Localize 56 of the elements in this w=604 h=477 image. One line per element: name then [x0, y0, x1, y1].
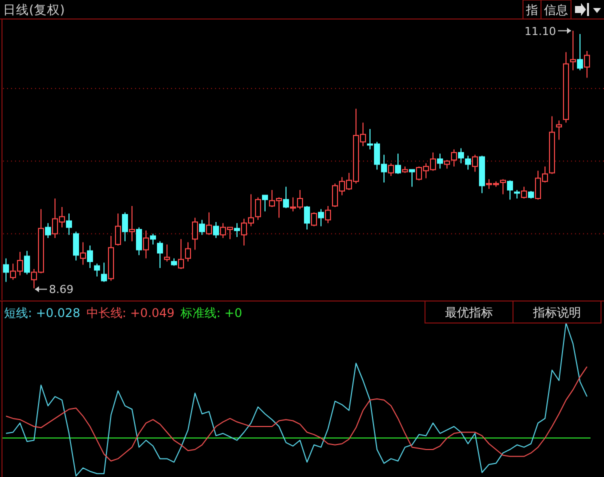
candlestick	[143, 230, 149, 259]
candlestick	[66, 212, 72, 236]
candlestick	[213, 222, 219, 239]
candlestick	[199, 219, 205, 236]
candlestick	[87, 245, 93, 268]
annotation: 11.10	[524, 24, 556, 38]
candlestick	[458, 148, 464, 164]
candlestick	[311, 212, 317, 227]
text: 指	[525, 3, 538, 17]
candlestick	[122, 212, 128, 242]
candlestick	[283, 186, 289, 209]
candlestick	[255, 196, 261, 220]
candlestick	[507, 180, 513, 200]
candlestick	[178, 238, 184, 270]
candlestick	[304, 205, 310, 230]
candlestick	[101, 262, 107, 282]
candlestick	[577, 33, 583, 71]
candlestick	[164, 244, 170, 262]
candlestick	[94, 263, 100, 277]
candlestick	[325, 205, 331, 224]
candlestick	[472, 154, 478, 172]
candlestick	[451, 148, 457, 167]
candlestick	[500, 178, 506, 195]
candlestick	[129, 205, 135, 242]
candlestick	[395, 153, 401, 174]
chart-title: 日线(复权)	[3, 2, 65, 17]
candlestick	[3, 258, 9, 282]
candlestick	[206, 212, 212, 236]
candlestick	[521, 186, 527, 199]
text: 短线: +0.028	[4, 306, 80, 320]
candlestick	[80, 242, 86, 266]
candlestick	[24, 250, 30, 275]
text: 信息	[544, 3, 568, 17]
candlestick	[185, 242, 191, 262]
text: 最优指标	[445, 306, 493, 320]
text: 指标说明	[532, 306, 581, 320]
candlestick	[318, 208, 324, 227]
candlestick	[136, 226, 142, 256]
candlestick	[157, 240, 163, 268]
candlestick	[150, 233, 156, 245]
candlestick	[192, 217, 198, 250]
candlestick	[437, 153, 443, 170]
candlestick	[388, 162, 394, 177]
candlestick	[115, 212, 121, 246]
candlestick	[262, 194, 268, 212]
candlestick	[234, 222, 240, 238]
candlestick	[73, 231, 79, 261]
candlestick	[584, 50, 590, 78]
candlestick	[409, 169, 415, 188]
candlestick	[570, 30, 576, 71]
ref-line-label: 标准线: +0	[180, 306, 242, 320]
candlestick	[45, 222, 51, 239]
candlestick	[465, 155, 471, 170]
candlestick	[556, 120, 562, 140]
annotation: 8.69	[49, 283, 74, 296]
text: 中长线: +0.049	[86, 306, 175, 320]
